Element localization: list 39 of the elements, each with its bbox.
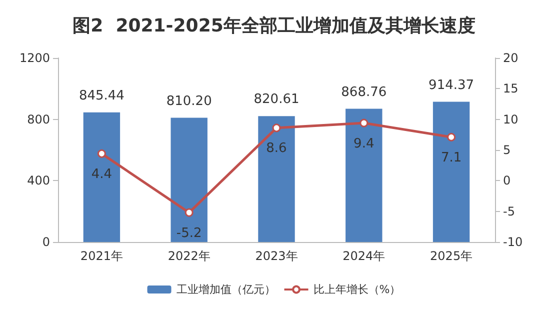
y2-tick-label: 15 — [503, 82, 518, 96]
y2-tick-label: -5 — [503, 204, 515, 218]
data-label: 914.37 — [428, 78, 474, 93]
x-tick-label: 2021年 — [80, 249, 123, 263]
y2-tick-label: 20 — [503, 51, 518, 65]
bar — [346, 108, 382, 242]
y-tick-label: 800 — [27, 112, 50, 126]
data-label: 8.6 — [266, 141, 287, 156]
x-tick-label: 2023年 — [255, 249, 298, 263]
data-label: 868.76 — [341, 84, 387, 100]
data-label: 7.1 — [440, 150, 462, 166]
bar — [170, 118, 208, 242]
data-label: -5.2 — [176, 226, 202, 241]
data-label: 9.4 — [354, 136, 374, 152]
data-label: 810.20 — [166, 94, 212, 109]
x-tick-label: 2022年 — [168, 249, 210, 263]
data-label: 820.61 — [254, 92, 300, 108]
data-label: 4.4 — [91, 166, 112, 182]
y-tick-label: 1200 — [19, 51, 50, 65]
point — [360, 118, 368, 128]
bar — [83, 112, 120, 242]
point — [97, 149, 106, 158]
legend-label: 比上年增长（%） — [313, 283, 401, 296]
chart-title: 图2 2021-2025年全部工业增加值及其增长速度 — [72, 16, 476, 36]
y-tick-label: 400 — [27, 174, 50, 188]
point — [272, 124, 281, 132]
point — [447, 132, 456, 142]
x-tick-label: 2024年 — [342, 249, 386, 263]
bar — [258, 116, 295, 242]
y2-tick-label: -10 — [503, 235, 523, 249]
y2-tick-label: 5 — [503, 143, 511, 157]
legend-label: 工业增加值（亿元） — [176, 283, 276, 296]
y-tick-label: 0 — [42, 235, 50, 249]
y2-tick-label: 0 — [503, 174, 511, 188]
point — [184, 208, 194, 217]
data-label: 845.44 — [78, 88, 124, 104]
x-tick-label: 2025年 — [430, 249, 473, 263]
y2-tick-label: 10 — [503, 112, 518, 126]
bar — [432, 102, 470, 242]
